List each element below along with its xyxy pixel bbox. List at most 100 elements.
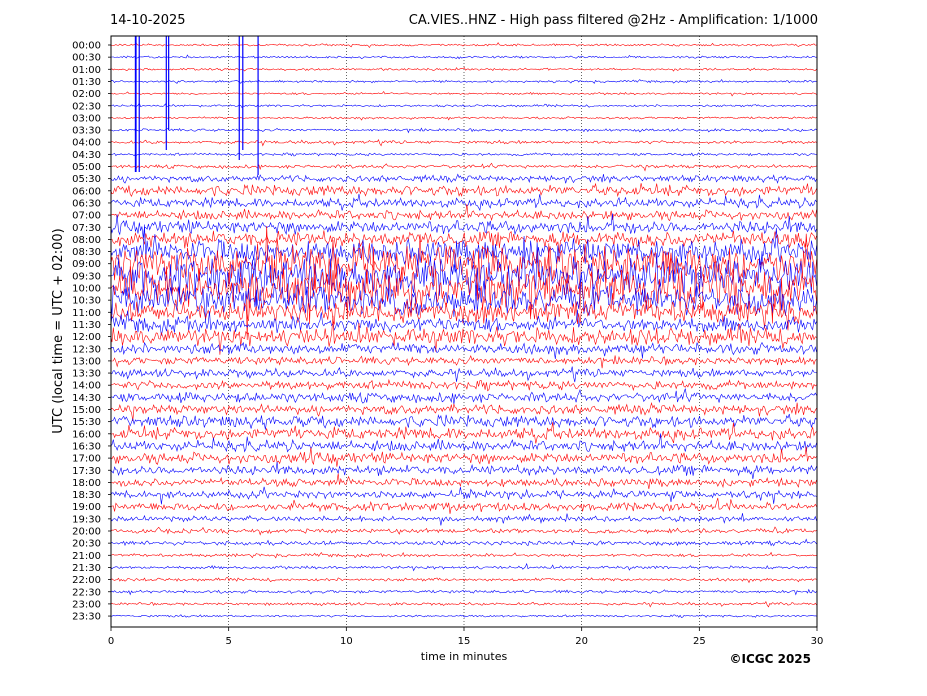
trace-line [110, 588, 817, 596]
y-tick-label: 07:30 [72, 223, 101, 234]
y-tick-label: 05:30 [72, 174, 101, 185]
trace-line [110, 213, 817, 238]
y-tick-label: 05:00 [72, 162, 101, 173]
y-axis-label: UTC (local time = UTC + 02:00) [51, 228, 66, 433]
y-tick-label: 18:30 [72, 490, 101, 501]
y-tick-label: 12:30 [72, 344, 101, 355]
y-tick-label: 09:00 [72, 259, 101, 270]
trace-line [110, 486, 817, 505]
y-tick-label: 22:30 [72, 587, 101, 598]
y-tick-label: 02:00 [72, 89, 101, 100]
trace-line [110, 224, 817, 282]
y-tick-label: 14:30 [72, 393, 101, 404]
vertical-gridlines [228, 36, 700, 627]
plot-frame [110, 35, 818, 628]
trace-line [111, 473, 817, 490]
trace-line [110, 446, 817, 467]
trace-line [110, 497, 817, 514]
trace-line [110, 366, 817, 383]
x-tick-label: 10 [340, 636, 353, 647]
trace-line [110, 526, 817, 536]
trace-line [110, 79, 817, 84]
y-tick-label: 01:30 [72, 77, 101, 88]
y-tick-label: 15:30 [72, 417, 101, 428]
trace-line [110, 378, 817, 392]
trace-line [110, 355, 817, 369]
x-tick-label: 30 [811, 636, 824, 647]
trace-line [110, 272, 817, 323]
y-tick-label: 20:00 [72, 527, 101, 538]
y-tick-label: 08:30 [72, 247, 101, 258]
trace-line [110, 102, 817, 109]
trace-line [110, 42, 817, 49]
trace-line [111, 152, 817, 157]
y-tick-label: 17:30 [72, 466, 101, 477]
y-tick-label: 20:30 [72, 539, 101, 550]
trace-line [110, 577, 817, 584]
seismogram-traces [110, 42, 817, 618]
trace-line [110, 203, 817, 222]
y-tick-label: 16:00 [72, 429, 101, 440]
chart-title: CA.VIES..HNZ - High pass filtered @2Hz -… [409, 13, 818, 28]
y-tick-label: 04:30 [72, 150, 101, 161]
x-tick-label: 25 [693, 636, 706, 647]
y-tick-label: 21:00 [72, 551, 101, 562]
y-tick-label: 22:00 [72, 575, 101, 586]
trace-line [110, 422, 817, 444]
y-tick-label: 00:00 [72, 41, 101, 52]
y-tick-label: 11:00 [72, 308, 101, 319]
y-tick-label: 13:00 [72, 356, 101, 367]
trace-line [110, 433, 817, 453]
y-tick-label: 03:00 [72, 113, 101, 124]
y-tick-label: 04:00 [72, 138, 101, 149]
trace-line [110, 138, 817, 147]
trace-line [110, 116, 817, 121]
trace-line [110, 293, 817, 331]
y-tick-label: 09:30 [72, 271, 101, 282]
y-tick-label: 06:30 [72, 198, 101, 209]
chart-date: 14-10-2025 [110, 13, 186, 28]
trace-line [110, 513, 817, 526]
y-tick-label: 00:30 [72, 53, 101, 64]
trace-line [110, 614, 817, 618]
y-tick-label: 12:00 [72, 332, 101, 343]
trace-line [110, 243, 817, 341]
y-tick-label: 23:30 [72, 612, 101, 623]
trace-line [110, 461, 817, 479]
y-tick-label: 10:30 [72, 296, 101, 307]
x-tick-label: 5 [225, 636, 231, 647]
trace-line [110, 309, 817, 336]
trace-line [110, 538, 817, 547]
y-tick-label: 16:30 [72, 441, 101, 452]
y-tick-label: 17:00 [72, 454, 101, 465]
y-tick-label: 07:00 [72, 211, 101, 222]
y-tick-label: 06:00 [72, 186, 101, 197]
y-tick-label: 19:00 [72, 502, 101, 513]
y-tick-label: 02:30 [72, 101, 101, 112]
y-tick-label: 01:00 [72, 65, 101, 76]
x-axis-label: time in minutes [421, 650, 508, 663]
trace-line [110, 173, 817, 184]
trace-line [110, 315, 817, 355]
trace-line [111, 162, 817, 172]
y-tick-label: 11:30 [72, 320, 101, 331]
y-tick-label: 13:30 [72, 369, 101, 380]
x-tick-label: 0 [108, 636, 114, 647]
x-tick-label: 20 [575, 636, 588, 647]
trace-line [110, 341, 817, 360]
trace-line [110, 413, 817, 430]
y-tick-label: 19:30 [72, 514, 101, 525]
trace-line [110, 54, 817, 60]
y-tick-label: 10:00 [72, 284, 101, 295]
trace-line [110, 127, 817, 134]
trace-line [110, 401, 817, 422]
trace-line [110, 562, 817, 572]
trace-line [110, 235, 817, 309]
trace-line [110, 388, 817, 405]
trace-line [110, 67, 817, 72]
y-tick-label: 08:00 [72, 235, 101, 246]
trace-line [110, 182, 817, 198]
y-tick-label: 21:30 [72, 563, 101, 574]
y-tick-label: 03:30 [72, 126, 101, 137]
